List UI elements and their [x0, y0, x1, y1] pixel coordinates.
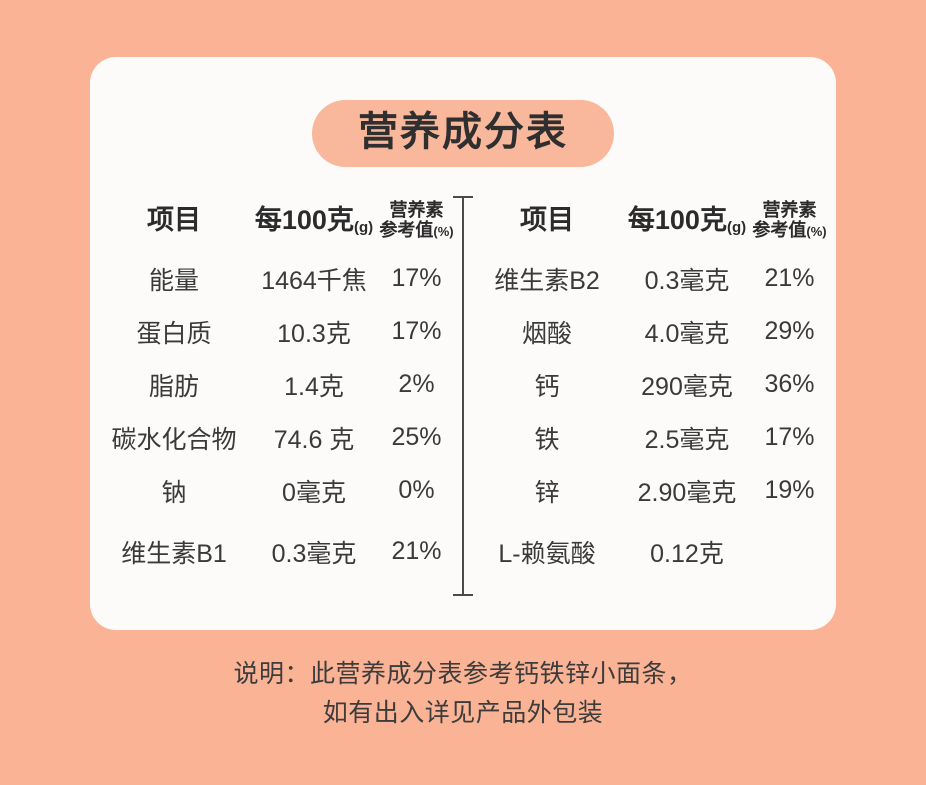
table-row: 烟酸 4.0毫克 29%	[472, 305, 827, 358]
table-row: 锌 2.90毫克 19%	[472, 464, 827, 517]
row-nrv: 36%	[764, 370, 815, 398]
table-row: 维生素B2 0.3毫克 21%	[472, 252, 827, 305]
row-amount: 1.4克	[284, 372, 344, 401]
right-table-wrapper: 项目 每100克(g) 营养素 参考值(%) 维生素B2 0.3毫克	[472, 190, 827, 578]
header-item: 项目	[147, 205, 201, 236]
table-row: 钙 290毫克 36%	[472, 358, 827, 411]
row-amount: 2.90毫克	[637, 478, 737, 507]
row-item: 蛋白质	[136, 319, 212, 348]
header-nrv-unit: (%)	[806, 224, 827, 239]
nutrition-card: 营养成分表 项目 每100克(g) 营养素 参考值(%)	[90, 57, 836, 630]
row-nrv: 21%	[764, 264, 815, 292]
title-container: 营养成分表	[90, 100, 836, 167]
header-nrv-line2-text: 参考值	[752, 220, 807, 240]
row-amount: 0.3毫克	[644, 266, 730, 295]
row-item: 能量	[148, 266, 199, 295]
footer-note-line1: 说明：此营养成分表参考钙铁锌小面条，	[233, 660, 693, 688]
header-amount-unit: (g)	[353, 219, 374, 237]
header-item: 项目	[520, 205, 574, 236]
row-amount: 290毫克	[641, 372, 733, 401]
nutrition-tables: 项目 每100克(g) 营养素 参考值(%) 能量 1464千焦 1	[90, 190, 836, 620]
row-amount: 0.12克	[650, 539, 724, 568]
row-item: 钠	[161, 478, 187, 507]
table-header-row: 项目 每100克(g) 营养素 参考值(%)	[472, 190, 827, 252]
row-item: 钙	[534, 372, 560, 401]
nutrition-table-left: 项目 每100克(g) 营养素 参考值(%) 能量 1464千焦 1	[99, 190, 454, 578]
header-nrv-line1: 营养素	[389, 200, 444, 221]
row-item: 维生素B2	[494, 266, 600, 295]
row-nrv: 25%	[391, 423, 442, 451]
row-item: 维生素B1	[121, 539, 227, 568]
row-amount: 4.0毫克	[644, 319, 730, 348]
row-nrv	[752, 517, 827, 578]
row-amount: 10.3克	[277, 319, 351, 348]
header-nrv-line2-text: 参考值	[379, 220, 434, 240]
table-row: 碳水化合物 74.6 克 25%	[99, 411, 454, 464]
footer-note: 说明：此营养成分表参考钙铁锌小面条， 如有出入详见产品外包装	[0, 655, 926, 733]
row-nrv: 17%	[764, 423, 815, 451]
left-table-wrapper: 项目 每100克(g) 营养素 参考值(%) 能量 1464千焦 1	[99, 190, 454, 578]
row-nrv: 0%	[398, 476, 435, 504]
page-title: 营养成分表	[312, 100, 614, 167]
row-item: 锌	[534, 478, 560, 507]
row-amount: 2.5毫克	[644, 425, 730, 454]
header-nrv-line1: 营养素	[762, 200, 817, 221]
table-header-row: 项目 每100克(g) 营养素 参考值(%)	[99, 190, 454, 252]
row-item: 碳水化合物	[111, 425, 237, 454]
table-row: 铁 2.5毫克 17%	[472, 411, 827, 464]
row-nrv: 17%	[391, 264, 442, 292]
header-nrv: 营养素 参考值(%)	[752, 190, 827, 252]
nutrition-table-right: 项目 每100克(g) 营养素 参考值(%) 维生素B2 0.3毫克	[472, 190, 827, 578]
header-nrv-line2: 参考值(%)	[379, 220, 454, 241]
row-item: 烟酸	[521, 319, 572, 348]
row-nrv: 19%	[764, 476, 815, 504]
row-item: L-赖氨酸	[498, 539, 596, 568]
footer-note-line2: 如有出入详见产品外包装	[322, 698, 604, 727]
header-amount: 每100克(g)	[249, 190, 379, 252]
row-amount: 0毫克	[282, 478, 346, 507]
header-amount-main: 每100克	[254, 205, 354, 236]
row-item: 脂肪	[148, 372, 199, 401]
header-nrv-line2: 参考值(%)	[752, 220, 827, 241]
row-amount: 1464千焦	[261, 266, 367, 295]
header-amount-unit: (g)	[726, 219, 747, 237]
header-amount-main: 每100克	[627, 205, 727, 236]
row-nrv: 2%	[398, 370, 435, 398]
row-nrv: 21%	[391, 537, 442, 565]
row-amount: 74.6 克	[273, 425, 355, 454]
header-nrv: 营养素 参考值(%)	[379, 190, 454, 252]
column-divider	[453, 196, 473, 596]
table-row: 钠 0毫克 0%	[99, 464, 454, 517]
table-row: 蛋白质 10.3克 17%	[99, 305, 454, 358]
table-row: 能量 1464千焦 17%	[99, 252, 454, 305]
table-row: 维生素B1 0.3毫克 21%	[99, 517, 454, 578]
table-row: 脂肪 1.4克 2%	[99, 358, 454, 411]
table-row: L-赖氨酸 0.12克	[472, 517, 827, 578]
row-nrv: 17%	[391, 317, 442, 345]
row-nrv: 29%	[764, 317, 815, 345]
row-amount: 0.3毫克	[271, 539, 357, 568]
header-nrv-unit: (%)	[433, 224, 454, 239]
row-item: 铁	[534, 425, 560, 454]
header-amount: 每100克(g)	[622, 190, 752, 252]
